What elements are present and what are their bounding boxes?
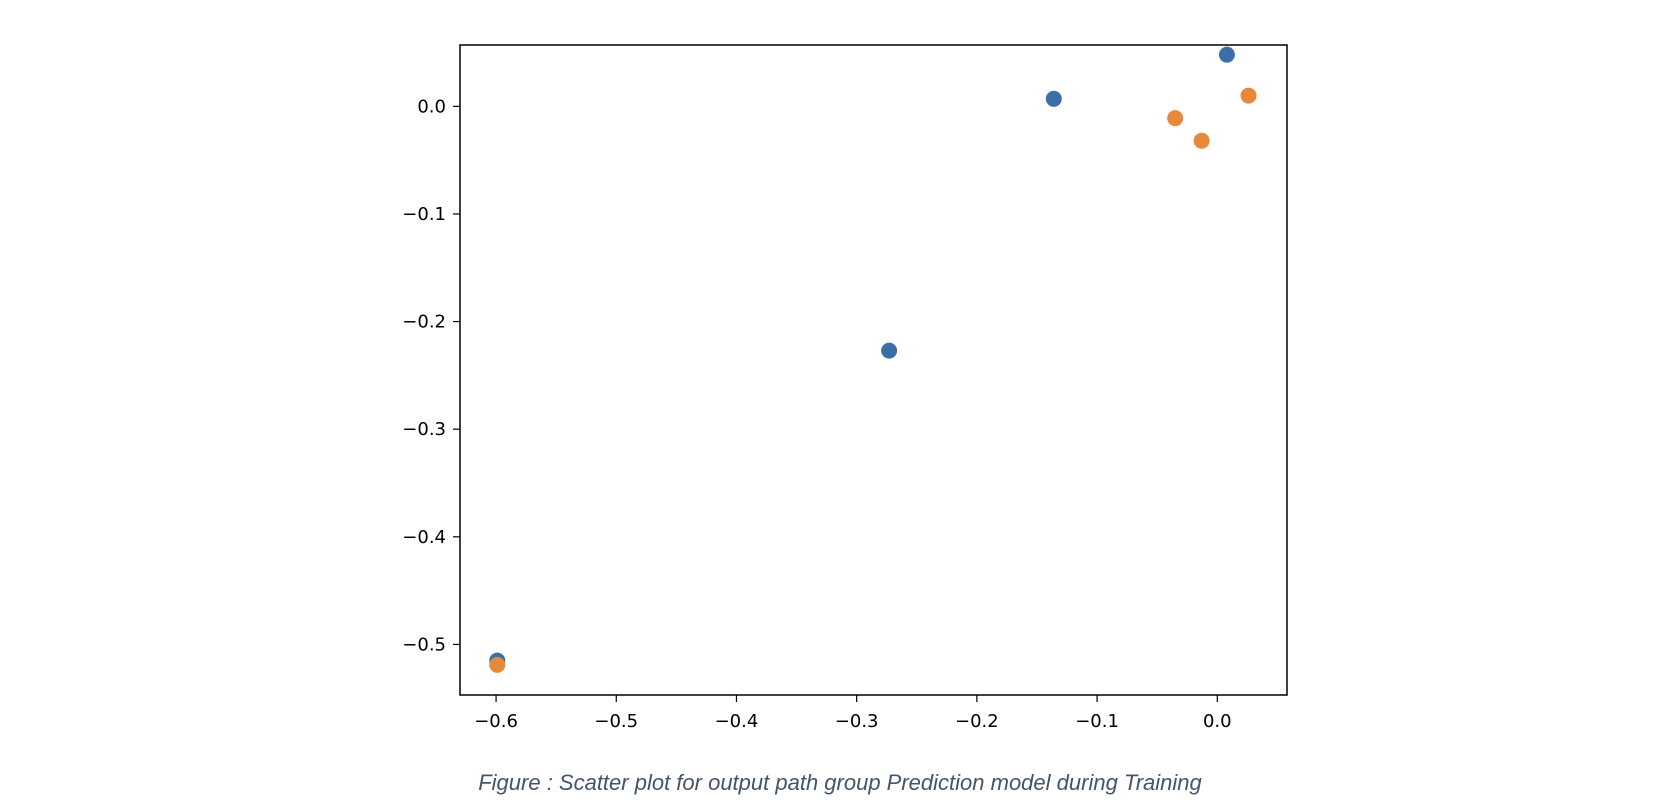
y-tick-label: −0.5 xyxy=(402,634,446,655)
x-tick-label: −0.2 xyxy=(955,711,999,732)
x-axis: −0.6 −0.5 −0.4 −0.3 −0.2 −0.1 0.0 xyxy=(474,695,1232,732)
series-2-point xyxy=(1193,132,1210,149)
y-tick-label: 0.0 xyxy=(417,96,446,117)
x-tick-label: −0.5 xyxy=(594,711,638,732)
series-2-point xyxy=(1167,110,1184,127)
scatter-chart: −0.6 −0.5 −0.4 −0.3 −0.2 −0.1 0.0 0.0−0.1−0.2−… xyxy=(402,44,1288,732)
series-1-point xyxy=(1218,46,1235,63)
figure-caption: Figure : Scatter plot for output path gr… xyxy=(478,770,1202,795)
series-1-point xyxy=(1045,90,1062,107)
plot-area-frame xyxy=(459,44,1288,696)
x-tick-label: 0.0 xyxy=(1203,711,1232,732)
series-1-point xyxy=(881,342,898,359)
x-tick-label: −0.3 xyxy=(835,711,879,732)
y-tick-label: −0.1 xyxy=(402,204,446,225)
x-tick-label: −0.6 xyxy=(474,711,518,732)
y-tick-label: −0.3 xyxy=(402,419,446,440)
y-axis: 0.0 −0.1 −0.2 −0.3 −0.4 −0.5 xyxy=(402,96,460,655)
data-points xyxy=(489,46,1257,673)
series-2-point xyxy=(489,656,506,673)
y-tick-label: −0.2 xyxy=(402,312,446,333)
x-tick-label: −0.4 xyxy=(715,711,759,732)
x-tick-label: −0.1 xyxy=(1075,711,1119,732)
y-tick-label: −0.4 xyxy=(402,527,446,548)
series-2-point xyxy=(1240,87,1257,104)
